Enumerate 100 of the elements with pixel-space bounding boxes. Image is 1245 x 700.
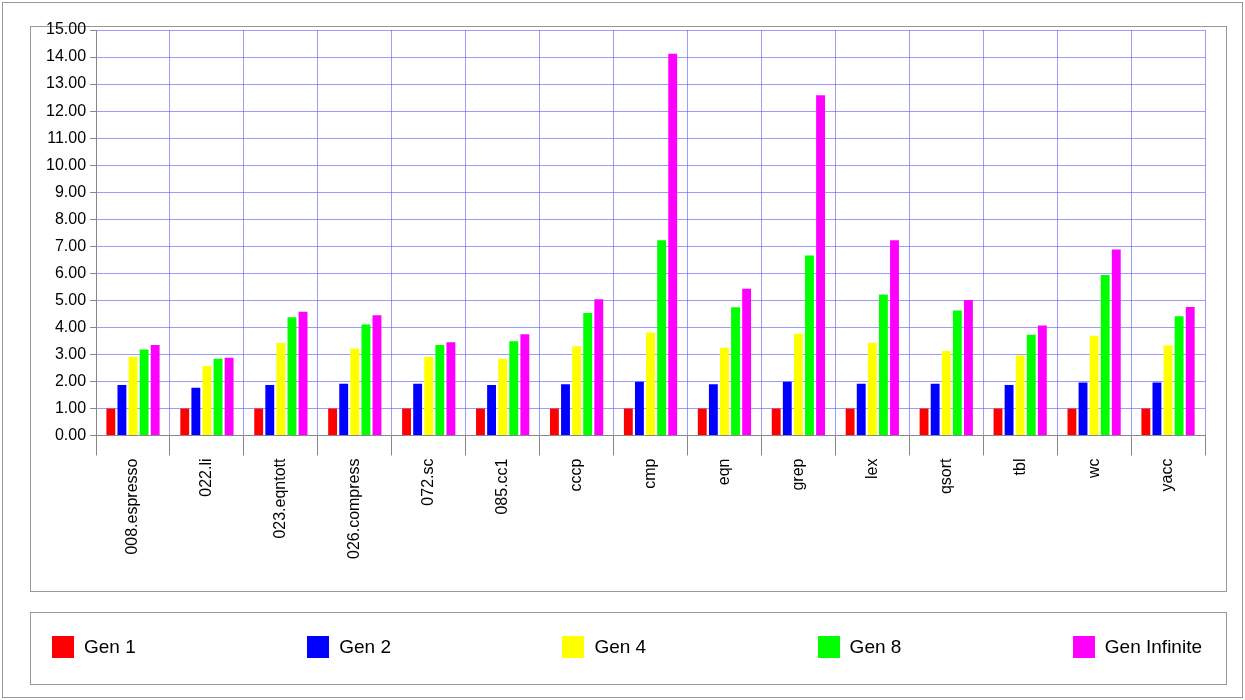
bar <box>298 311 308 436</box>
legend-label: Gen 1 <box>84 636 136 658</box>
bar <box>623 408 633 436</box>
bar <box>254 408 264 436</box>
bar <box>720 347 729 436</box>
bar <box>1185 307 1195 436</box>
x-tick-label: grep <box>788 458 806 491</box>
bar <box>487 384 496 436</box>
bar <box>520 334 530 436</box>
bar <box>361 324 371 436</box>
bar <box>963 300 973 436</box>
y-tick-label: 6.00 <box>54 263 87 281</box>
bar <box>1174 316 1184 436</box>
bar <box>697 408 707 436</box>
bar <box>816 95 825 436</box>
bar <box>350 348 360 436</box>
x-tick-label: eqn <box>714 458 732 486</box>
bar <box>1111 249 1121 436</box>
bar <box>224 357 234 436</box>
bar <box>1163 345 1173 436</box>
x-tick-label: tbl <box>1010 458 1028 476</box>
bar <box>287 317 297 436</box>
legend-label: Gen 8 <box>849 636 902 658</box>
bar <box>150 344 160 436</box>
x-tick-label: 022.li <box>197 458 215 497</box>
bar <box>1004 384 1014 436</box>
bar <box>771 408 781 436</box>
bar <box>657 240 667 436</box>
bar <box>930 383 940 436</box>
bar <box>339 383 349 436</box>
bar <box>213 358 223 436</box>
bar <box>435 344 445 436</box>
bar <box>594 299 604 436</box>
bar <box>708 384 718 436</box>
y-tick-label: 15.00 <box>45 20 87 38</box>
x-tick-label: 008.espresso <box>123 458 141 555</box>
bar <box>793 333 803 436</box>
legend-label: Gen 4 <box>594 636 647 658</box>
bar <box>867 342 877 436</box>
bar <box>509 341 519 436</box>
y-tick-label: 11.00 <box>47 128 87 146</box>
bar <box>328 408 338 436</box>
bar <box>845 408 855 436</box>
y-tick-label: 1.00 <box>54 398 87 416</box>
bar <box>1015 355 1025 436</box>
bar <box>583 313 593 436</box>
bar <box>106 408 116 436</box>
bar <box>856 383 866 436</box>
y-tick-label: 4.00 <box>54 317 87 335</box>
bar <box>1141 408 1151 436</box>
y-tick-label: 5.00 <box>54 290 87 308</box>
x-tick-label: yacc <box>1158 458 1176 492</box>
bar <box>191 387 201 436</box>
x-tick-label: cmp <box>640 458 658 489</box>
bar <box>1100 274 1110 436</box>
bar <box>993 408 1003 436</box>
bar <box>446 342 456 436</box>
bar <box>549 408 559 436</box>
bar <box>476 408 485 436</box>
x-tick-label: 072.sc <box>419 458 437 506</box>
bar <box>498 358 508 436</box>
x-tick-label: cccp <box>567 458 584 492</box>
bar <box>941 350 951 436</box>
y-tick-label: 13.00 <box>45 74 87 92</box>
y-tick-label: 9.00 <box>54 182 87 200</box>
y-tick-label: 14.00 <box>45 47 87 65</box>
x-tick-label: 023.eqntott <box>271 457 289 539</box>
bar <box>202 366 212 436</box>
bar <box>782 381 792 436</box>
bar <box>572 346 582 436</box>
y-tick-label: 10.00 <box>45 155 87 173</box>
bar <box>919 408 929 436</box>
y-tick-label: 7.00 <box>54 236 87 254</box>
x-tick-label: qsort <box>936 457 954 495</box>
bar <box>890 240 899 436</box>
bar <box>878 294 888 436</box>
bar <box>731 307 740 436</box>
y-tick-label: 12.00 <box>45 101 87 119</box>
bar <box>805 255 814 436</box>
bar <box>952 310 962 436</box>
bar <box>372 315 382 436</box>
legend-label: Gen 2 <box>339 636 391 658</box>
y-tick-label: 0.00 <box>54 425 87 443</box>
y-tick-label: 8.00 <box>54 209 87 227</box>
y-tick-label: 2.00 <box>54 371 87 389</box>
x-tick-label: lex <box>862 458 880 479</box>
bar <box>646 332 655 436</box>
bar <box>117 384 127 436</box>
bar <box>413 383 423 436</box>
bar <box>128 356 138 436</box>
bar <box>1089 335 1099 436</box>
bar <box>634 381 644 436</box>
bar <box>402 408 411 436</box>
bar <box>1037 325 1047 436</box>
y-tick-label: 3.00 <box>54 344 87 362</box>
bar <box>424 356 434 436</box>
bar <box>561 384 570 436</box>
legend-label: Gen Infinite <box>1104 636 1202 658</box>
bar <box>1026 334 1036 436</box>
bar <box>668 53 678 436</box>
